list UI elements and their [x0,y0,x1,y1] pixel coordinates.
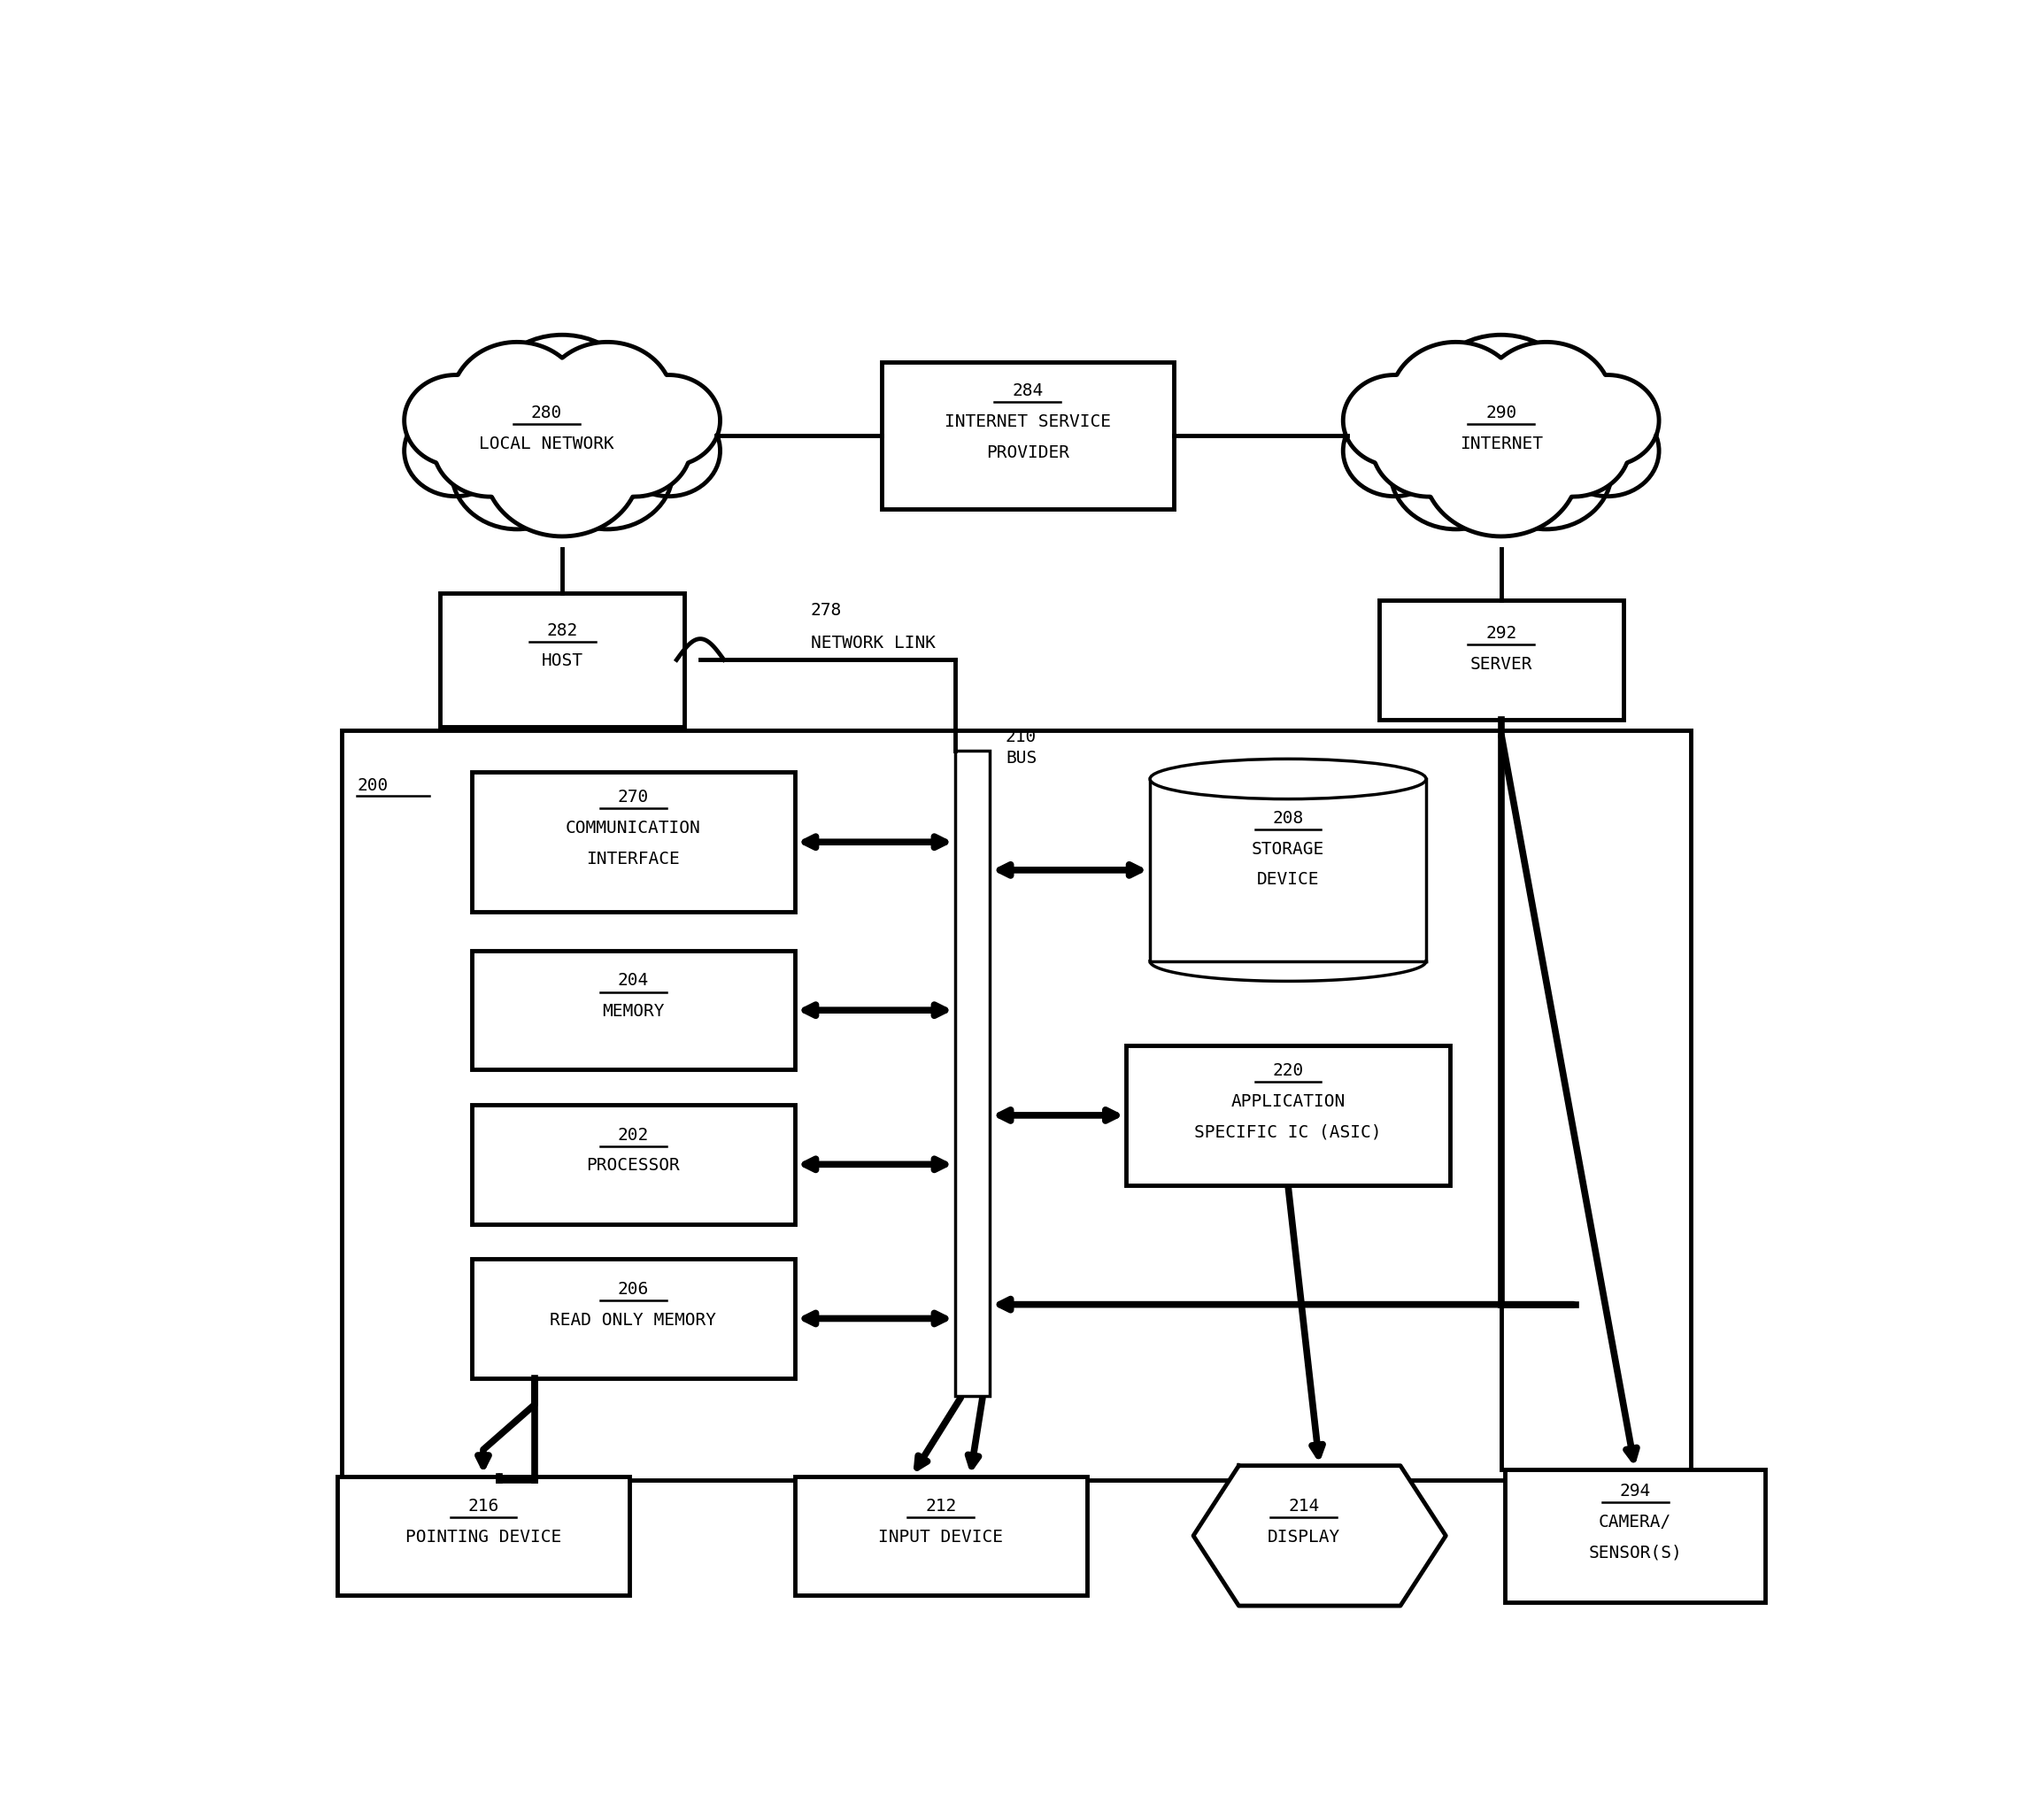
FancyBboxPatch shape [472,1259,794,1378]
Circle shape [485,335,639,473]
Text: STORAGE: STORAGE [1252,841,1325,857]
Text: PROCESSOR: PROCESSOR [586,1158,680,1174]
FancyBboxPatch shape [342,730,1690,1480]
Text: POINTING DEVICE: POINTING DEVICE [405,1529,562,1545]
Text: DISPLAY: DISPLAY [1266,1529,1340,1545]
Text: 292: 292 [1486,624,1517,642]
Text: BUS: BUS [1006,750,1036,766]
Polygon shape [1344,342,1659,537]
FancyBboxPatch shape [882,362,1173,510]
Text: SENSOR(S): SENSOR(S) [1588,1543,1682,1562]
FancyBboxPatch shape [1505,1469,1765,1602]
Text: 282: 282 [546,622,578,639]
Text: 202: 202 [617,1127,649,1143]
FancyBboxPatch shape [794,1476,1087,1596]
Text: COMMUNICATION: COMMUNICATION [566,819,700,837]
Text: 270: 270 [617,788,649,806]
Text: 290: 290 [1486,404,1517,422]
Text: INTERFACE: INTERFACE [586,850,680,868]
Text: NETWORK LINK: NETWORK LINK [810,635,935,652]
Polygon shape [405,342,721,537]
Circle shape [542,413,674,530]
Text: PROVIDER: PROVIDER [985,444,1069,460]
Text: INTERNET SERVICE: INTERNET SERVICE [945,413,1112,430]
Text: 294: 294 [1619,1483,1651,1500]
Circle shape [617,406,721,497]
Ellipse shape [1150,759,1425,799]
Circle shape [576,375,692,477]
Circle shape [434,375,548,477]
Circle shape [1344,406,1446,497]
Text: HOST: HOST [542,653,582,670]
Text: 204: 204 [617,972,649,990]
FancyBboxPatch shape [955,752,989,1396]
Text: 206: 206 [617,1281,649,1298]
Text: 216: 216 [468,1498,499,1514]
FancyBboxPatch shape [440,593,684,726]
Text: MEMORY: MEMORY [603,1003,664,1019]
Text: DEVICE: DEVICE [1256,872,1319,888]
Text: LOCAL NETWORK: LOCAL NETWORK [478,435,615,453]
Polygon shape [1193,1465,1446,1605]
Circle shape [405,406,507,497]
Text: APPLICATION: APPLICATION [1232,1092,1346,1110]
Text: 210: 210 [1006,728,1036,746]
Text: CAMERA/: CAMERA/ [1598,1512,1672,1531]
Text: SPECIFIC IC (ASIC): SPECIFIC IC (ASIC) [1195,1123,1382,1141]
Text: 284: 284 [1012,382,1042,399]
Bar [1150,779,1425,961]
Circle shape [1556,406,1659,497]
Text: INTERNET: INTERNET [1460,435,1543,453]
FancyBboxPatch shape [472,1105,794,1223]
Text: 208: 208 [1272,810,1303,826]
Text: 200: 200 [356,777,389,794]
Text: SERVER: SERVER [1470,655,1533,672]
FancyBboxPatch shape [338,1476,629,1596]
FancyBboxPatch shape [472,772,794,912]
Circle shape [1391,413,1521,530]
Text: INPUT DEVICE: INPUT DEVICE [878,1529,1004,1545]
Circle shape [1423,335,1580,473]
FancyBboxPatch shape [472,950,794,1070]
Text: READ ONLY MEMORY: READ ONLY MEMORY [550,1312,717,1329]
Circle shape [452,413,582,530]
FancyBboxPatch shape [1126,1045,1450,1185]
Circle shape [1372,375,1486,477]
Text: 212: 212 [924,1498,957,1514]
Text: 214: 214 [1289,1498,1319,1514]
Circle shape [1515,375,1631,477]
Circle shape [1480,413,1613,530]
Text: 278: 278 [810,602,843,619]
Text: 220: 220 [1272,1063,1303,1079]
Text: 280: 280 [531,404,562,422]
FancyBboxPatch shape [1378,601,1623,719]
